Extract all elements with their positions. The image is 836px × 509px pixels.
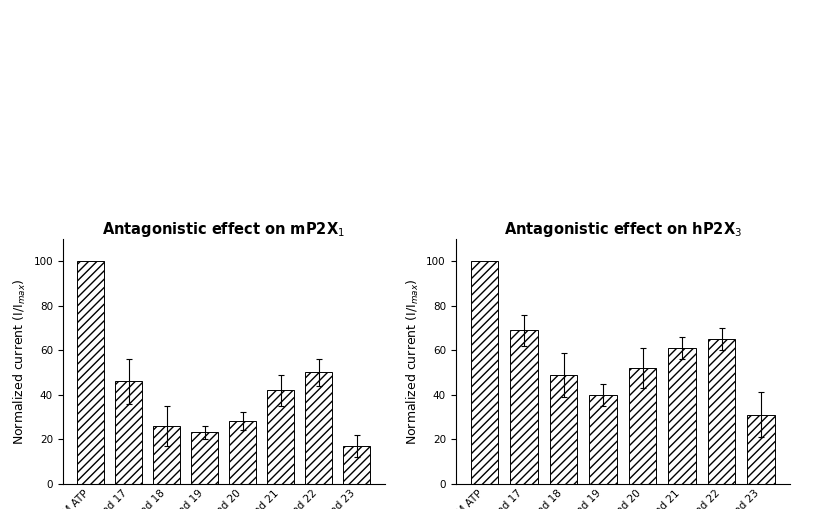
Bar (191, 433, 218, 484)
Bar (77, 262, 104, 484)
Bar (153, 426, 180, 484)
Bar (115, 381, 142, 484)
Title: Antagonistic effect on mP2X$_1$: Antagonistic effect on mP2X$_1$ (102, 220, 345, 239)
Bar (268, 390, 294, 484)
Bar (344, 446, 370, 484)
Bar (510, 330, 538, 484)
Bar (305, 373, 332, 484)
Bar (668, 348, 696, 484)
Bar (629, 368, 656, 484)
Bar (589, 394, 617, 484)
Bar (708, 339, 736, 484)
Bar (747, 415, 775, 484)
Bar (471, 262, 498, 484)
Y-axis label: Normalized current (I/I$_{max}$): Normalized current (I/I$_{max}$) (12, 278, 28, 445)
Title: Antagonistic effect on hP2X$_3$: Antagonistic effect on hP2X$_3$ (504, 220, 742, 239)
Bar (229, 421, 256, 484)
Bar (550, 375, 578, 484)
Y-axis label: Normalized current (I/I$_{max}$): Normalized current (I/I$_{max}$) (405, 278, 421, 445)
